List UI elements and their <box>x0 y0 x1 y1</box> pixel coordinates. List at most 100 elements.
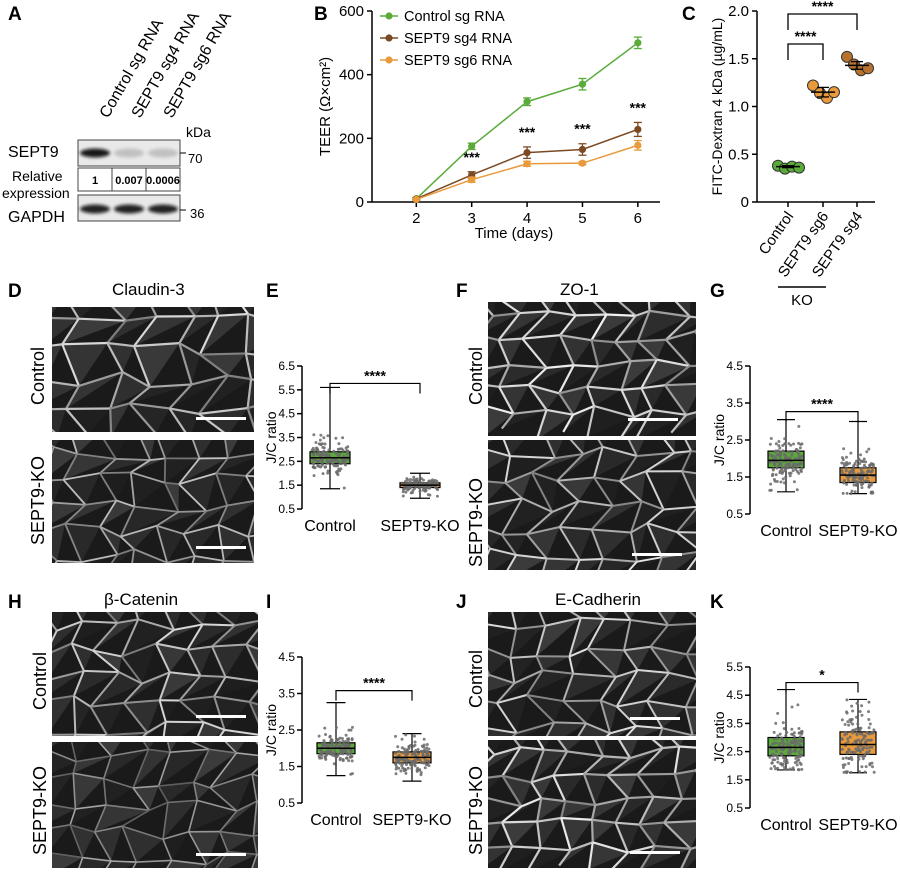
micrograph-title-claudin3: Claudin-3 <box>112 280 185 299</box>
data-point <box>852 483 856 487</box>
marker-70: 70 <box>188 151 202 166</box>
cell-junction <box>244 313 250 354</box>
cell-junction <box>248 688 258 703</box>
cell-junction <box>71 642 94 652</box>
data-point <box>789 750 793 754</box>
cell-junction <box>206 504 228 512</box>
data-point <box>840 747 844 751</box>
data-point <box>866 470 870 474</box>
data-point <box>860 486 864 490</box>
cell-junction <box>513 740 522 748</box>
cell-junction <box>118 671 143 685</box>
sept9-bands <box>80 148 178 158</box>
cell-junction <box>72 440 79 455</box>
cell-junction <box>142 742 150 750</box>
cell-junction <box>217 524 225 561</box>
data-point <box>778 453 782 457</box>
cell-junction <box>218 312 249 317</box>
data-point <box>772 477 776 481</box>
data-point <box>405 759 409 763</box>
y-tick-label: 2.5 <box>278 723 295 737</box>
cell-junction <box>628 795 654 800</box>
data-point <box>847 723 851 727</box>
cell-body <box>559 842 593 866</box>
data-point <box>782 727 786 731</box>
data-point <box>346 445 350 449</box>
cell-body <box>179 675 226 701</box>
cell-junction <box>623 619 632 651</box>
cell-junction <box>688 612 696 619</box>
cell-junction <box>562 673 575 702</box>
data-point <box>842 447 846 451</box>
cell-junction <box>82 856 112 862</box>
cell-junction <box>662 745 680 750</box>
data-point <box>807 79 819 92</box>
cell-junction <box>498 386 515 415</box>
cell-body <box>179 343 200 385</box>
data-point <box>423 486 427 490</box>
data-point <box>870 490 874 494</box>
data-point <box>783 456 787 460</box>
micrograph-title-ecadherin: E-Cadherin <box>555 590 641 609</box>
cell-junction <box>527 367 548 386</box>
cell-junction <box>99 526 119 556</box>
cell-junction <box>591 818 616 824</box>
data-point <box>426 493 430 497</box>
data-point <box>404 771 408 775</box>
data-point <box>782 742 786 746</box>
cell-body <box>103 778 134 806</box>
cell-body <box>52 773 74 803</box>
data-point <box>869 463 873 467</box>
cell-junction <box>489 547 517 556</box>
cell-junction <box>178 699 205 723</box>
data-point <box>346 753 350 757</box>
cell-junction <box>149 383 192 389</box>
cell-body <box>559 501 613 528</box>
data-point <box>870 468 874 472</box>
data-point <box>420 477 424 481</box>
cell-junction <box>674 450 692 454</box>
data-point <box>341 759 345 763</box>
cell-junction <box>623 645 651 652</box>
data-point <box>792 442 796 446</box>
cell-junction <box>246 379 253 409</box>
cell-junction <box>558 526 581 561</box>
cell-junction <box>69 808 77 826</box>
data-point <box>777 444 781 448</box>
data-point <box>872 770 876 774</box>
y-tick-label: 4.5 <box>726 359 743 373</box>
data-point <box>864 460 868 464</box>
cell-junction <box>92 649 120 673</box>
data-point <box>866 476 870 480</box>
cell-junction <box>105 860 112 868</box>
cell-body <box>156 525 184 563</box>
cell-junction <box>62 341 108 346</box>
cell-junction <box>614 315 637 343</box>
data-point <box>319 433 323 437</box>
cell-body <box>674 746 696 774</box>
cell-junction <box>73 772 104 780</box>
cell-junction <box>69 824 84 858</box>
x-tick-label: 2 <box>412 210 420 227</box>
cell-body <box>73 670 120 696</box>
cell-junction <box>215 473 229 506</box>
cell-junction <box>488 700 497 705</box>
data-point <box>850 729 854 733</box>
data-point <box>340 736 344 740</box>
cell-junction <box>208 748 237 754</box>
data-point <box>394 765 398 769</box>
cell-junction <box>178 342 201 356</box>
data-point <box>312 452 316 456</box>
cell-junction <box>131 548 135 563</box>
data-point <box>862 466 866 470</box>
cell-junction <box>674 302 691 318</box>
data-point <box>350 738 354 742</box>
micrograph-side-label-ko-f: SEPT9-KO <box>466 477 486 567</box>
data-point <box>794 463 798 467</box>
cell-body <box>156 511 207 526</box>
cell-junction <box>52 555 58 562</box>
data-point <box>326 460 330 464</box>
data-point <box>797 750 801 754</box>
cell-junction <box>685 411 696 416</box>
data-point <box>781 470 785 474</box>
